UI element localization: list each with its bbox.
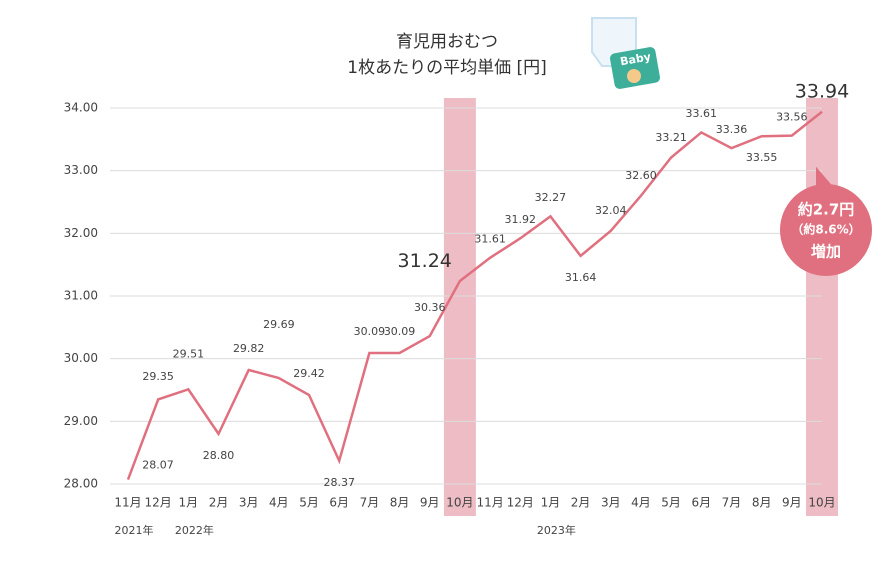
- y-tick-label: 30.00: [64, 351, 98, 365]
- x-tick-label: 4月: [631, 496, 651, 510]
- data-label: 28.80: [203, 449, 235, 462]
- data-label: 29.42: [293, 367, 325, 380]
- year-label: 2023年: [537, 523, 576, 537]
- year-label: 2021年: [115, 523, 154, 537]
- data-label: 29.51: [173, 347, 205, 360]
- x-tick-label: 12月: [145, 496, 172, 510]
- highlight-band: [806, 98, 838, 516]
- data-line: [126, 110, 823, 481]
- y-tick-label: 33.00: [64, 163, 98, 177]
- x-tick-label: 5月: [661, 496, 681, 510]
- y-tick-label: 31.00: [64, 289, 98, 303]
- data-label: 32.27: [535, 191, 567, 204]
- x-tick-label: 6月: [691, 496, 711, 510]
- callout-pointer: [816, 166, 836, 190]
- diaper-icon: Baby: [591, 17, 660, 89]
- data-label: 28.37: [323, 476, 355, 489]
- data-label: 29.82: [233, 342, 265, 355]
- data-label: 33.61: [686, 107, 718, 120]
- x-tick-label: 1月: [179, 496, 199, 510]
- data-label: 29.35: [142, 370, 174, 383]
- x-tick-label: 3月: [601, 496, 621, 510]
- x-tick-label: 9月: [420, 496, 440, 510]
- data-label: 29.69: [263, 318, 295, 331]
- data-label: 33.21: [655, 131, 687, 144]
- callout-bubble: [780, 184, 872, 276]
- data-label: 30.09: [384, 325, 416, 338]
- x-tick-label: 2月: [571, 496, 591, 510]
- x-tick-label: 7月: [360, 496, 380, 510]
- data-label: 28.07: [142, 459, 174, 472]
- data-label: 32.60: [625, 169, 657, 182]
- x-tick-label: 12月: [507, 496, 534, 510]
- y-tick-label: 28.00: [64, 477, 98, 491]
- x-tick-label: 10月: [446, 496, 473, 510]
- svg-text:Baby: Baby: [619, 50, 652, 68]
- callout-text: 増加: [811, 243, 841, 261]
- data-label: 33.94: [795, 81, 849, 103]
- x-tick-label: 8月: [752, 496, 772, 510]
- highlight-band: [443, 98, 476, 516]
- x-tick-label: 7月: [722, 496, 742, 510]
- year-label: 2022年: [175, 523, 214, 537]
- chart-title: 1枚あたりの平均単価 [円]: [347, 58, 546, 78]
- data-label: 30.09: [354, 325, 386, 338]
- data-label: 31.24: [398, 250, 452, 272]
- x-tick-label: 1月: [541, 496, 561, 510]
- x-tick-label: 10月: [808, 496, 835, 510]
- data-label: 33.55: [746, 151, 778, 164]
- data-label: 30.36: [414, 301, 446, 314]
- data-label: 33.36: [716, 123, 748, 136]
- x-tick-label: 8月: [390, 496, 410, 510]
- x-tick-label: 4月: [269, 496, 289, 510]
- data-label: 32.04: [595, 204, 627, 217]
- x-tick-label: 3月: [239, 496, 259, 510]
- y-tick-label: 34.00: [64, 101, 98, 115]
- x-tick-label: 11月: [476, 496, 503, 510]
- x-tick-label: 5月: [299, 496, 319, 510]
- x-tick-label: 11月: [114, 496, 141, 510]
- y-tick-label: 32.00: [64, 226, 98, 240]
- callout-text: 約2.7円: [798, 201, 855, 219]
- data-label: 33.56: [776, 110, 808, 123]
- data-label: 31.61: [474, 233, 506, 246]
- callout-text: （約8.6%）: [791, 222, 860, 237]
- x-tick-label: 9月: [782, 496, 802, 510]
- data-label: 31.64: [565, 271, 597, 284]
- x-tick-label: 2月: [209, 496, 229, 510]
- y-tick-label: 29.00: [64, 414, 98, 428]
- chart-title: 育児用おむつ: [396, 32, 498, 52]
- data-label: 31.92: [505, 213, 537, 226]
- x-tick-label: 6月: [329, 496, 349, 510]
